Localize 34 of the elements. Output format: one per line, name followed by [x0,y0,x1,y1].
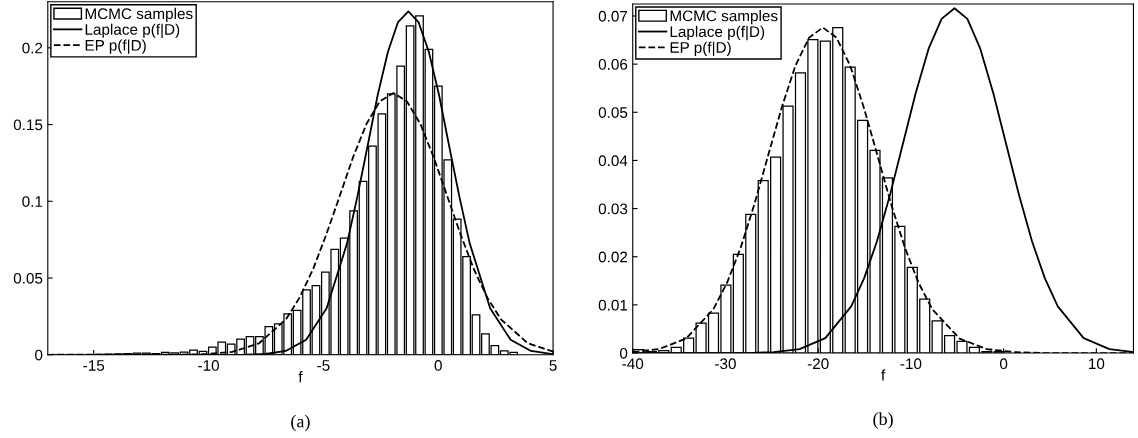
x-axis-title: f [298,371,303,383]
x-tick-label: -5 [317,360,330,371]
legend-label: EP p(f|D) [85,39,146,54]
y-tick-label: 0.07 [598,10,628,22]
text: (a) [291,414,310,432]
legend-label: MCMC samples [85,7,193,23]
x-tick-label: 5 [549,360,557,371]
legend-label: Laplace p(f|D) [85,23,180,38]
x-tick-label: 0 [434,360,442,371]
legend-label: MCMC samples [670,10,778,25]
x-tick-label: -10 [198,360,220,371]
y-tick-label: 0.15 [13,119,43,131]
y-tick-label: 0 [35,349,43,361]
text: (b) [873,412,893,429]
x-axis-title: f [881,369,886,381]
x-tick-label: -10 [900,358,922,370]
y-tick-label: 0.01 [598,299,628,311]
x-tick-label: 0 [999,358,1008,370]
x-tick-label: -40 [622,358,644,370]
legend-label: Laplace p(f|D) [670,25,765,41]
y-tick-label: 0.1 [22,196,43,207]
y-tick-label: 0.03 [598,203,628,215]
x-tick-label: -15 [83,360,105,371]
y-tick-label: 0.2 [22,42,43,54]
y-tick-label: 0.05 [598,107,628,118]
x-tick-label: 10 [1089,358,1105,370]
y-tick-label: 0 [619,347,628,359]
y-tick-label: 0.05 [13,272,43,284]
y-tick-label: 0.06 [598,59,628,70]
legend-label: EP p(f|D) [670,41,731,56]
y-tick-label: 0.04 [598,155,628,167]
x-tick-label: -30 [715,358,736,370]
y-tick-label: 0.02 [598,251,628,263]
x-tick-label: -20 [807,358,829,370]
